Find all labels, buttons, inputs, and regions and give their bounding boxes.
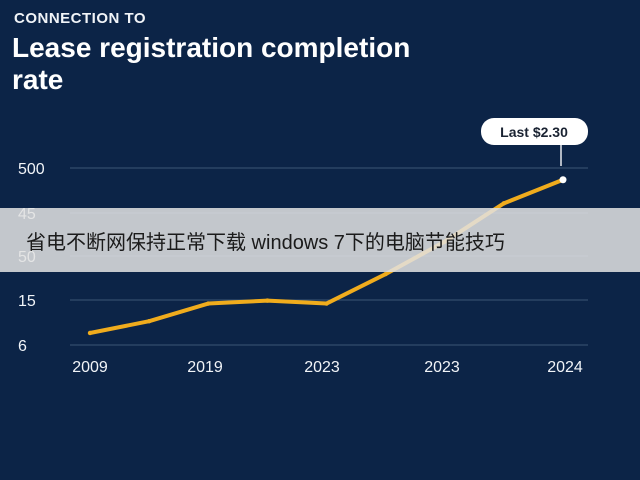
- x-tick-label: 2023: [424, 359, 460, 376]
- data-point: [87, 330, 93, 336]
- data-point: [383, 271, 388, 277]
- x-tick-label: 2009: [72, 359, 108, 376]
- caption-overlay: 省电不断网保持正常下载 windows 7下的电脑节能技巧: [0, 208, 640, 272]
- overlay-text: 省电不断网保持正常下载 windows 7下的电脑节能技巧: [26, 232, 505, 254]
- data-point: [146, 319, 152, 324]
- chart-kicker: CONNECTION TO: [14, 10, 147, 27]
- data-point: [265, 298, 270, 303]
- data-point: [501, 201, 507, 206]
- chart-title: Lease registration completion rate: [12, 32, 411, 95]
- y-tick-label: 500: [18, 161, 45, 178]
- y-tick-label: 6: [18, 338, 27, 355]
- data-point: [206, 301, 211, 306]
- x-tick-label: 2019: [187, 359, 223, 376]
- end-point-marker: [559, 176, 567, 184]
- x-tick-label: 2023: [304, 359, 340, 376]
- x-tick-label: 2024: [547, 359, 583, 376]
- y-tick-label: 15: [18, 293, 36, 310]
- callout-label: Last $2.30: [500, 124, 568, 140]
- data-point: [324, 301, 329, 306]
- callout-box: [481, 118, 588, 145]
